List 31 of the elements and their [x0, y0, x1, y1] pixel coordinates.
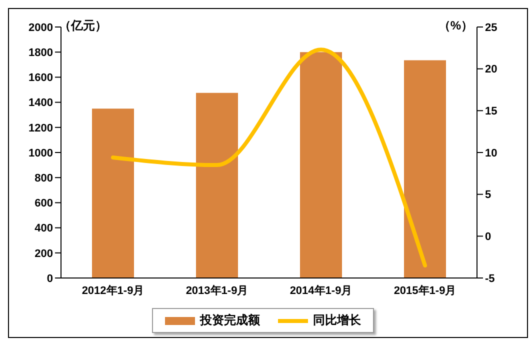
y2-tick-label: -5 — [485, 272, 495, 285]
y-tick-label: 2000 — [28, 22, 53, 34]
y-tick-label: 1200 — [28, 122, 53, 134]
x-tick-label: 2012年1-9月 — [82, 284, 144, 297]
bar — [92, 108, 134, 278]
y2-tick-label: 0 — [485, 231, 492, 244]
y2-axis-title: （%） — [438, 18, 473, 33]
y-tick-label: 400 — [34, 222, 53, 235]
y2-tick-label: 5 — [485, 189, 492, 202]
line-series — [111, 48, 427, 268]
y-tick-label: 1800 — [28, 47, 53, 60]
x-tick-label: 2014年1-9月 — [290, 284, 352, 297]
bar — [300, 52, 342, 278]
y-tick-label: 200 — [34, 248, 53, 260]
x-tick-label: 2013年1-9月 — [186, 284, 248, 297]
legend-label: 同比增长 — [313, 312, 361, 329]
y-tick-label: 1600 — [28, 72, 53, 84]
y-axis-title: （亿元） — [59, 18, 107, 33]
y-tick-label: 800 — [34, 172, 53, 185]
bar — [196, 92, 238, 278]
y-tick-label: 1400 — [28, 97, 53, 110]
y-tick-label: 600 — [34, 198, 53, 210]
bar — [404, 60, 446, 278]
x-tick-label: 2015年1-9月 — [394, 284, 456, 297]
y2-tick-label: 10 — [485, 147, 498, 160]
y2-tick-label: 20 — [485, 64, 498, 76]
y2-tick-label: 15 — [485, 106, 498, 118]
y-tick-label: 0 — [46, 272, 53, 285]
y2-tick-label: 25 — [485, 22, 498, 34]
y-tick-label: 1000 — [28, 147, 53, 160]
legend-label: 投资完成额 — [200, 312, 260, 329]
